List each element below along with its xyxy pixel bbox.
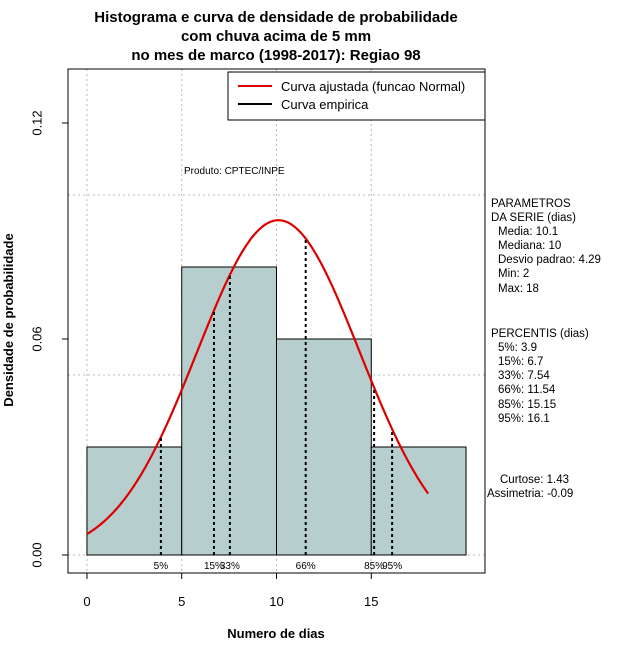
chart-title-line-1: Histograma e curva de densidade de proba…	[94, 9, 457, 26]
params-header-line-2: DA SERIE (dias)	[491, 212, 576, 224]
curtose-label: Curtose: 1.43	[500, 474, 569, 486]
chart-title-line-2: com chuva acima de 5 mm	[181, 28, 371, 45]
axis-ticks: 0 5 10 15 0.00 0.06 0.12	[29, 110, 378, 609]
histogram-bar	[370, 446, 467, 556]
plot-frame	[67, 68, 486, 574]
percentile-label: 95%	[382, 561, 402, 572]
percentil-5: 5%: 3.9	[498, 342, 537, 354]
product-label: Produto: CPTEC/INPE	[184, 166, 285, 177]
x-tick-label: 15	[364, 594, 378, 609]
y-tick-label: 0.00	[29, 542, 44, 567]
percentile-label: 15%	[204, 561, 224, 572]
percentil-33: 33%: 7.54	[498, 370, 550, 382]
param-max: Max: 18	[498, 283, 539, 295]
percentile-label: 85%	[364, 561, 384, 572]
percentil-95: 95%: 16.1	[498, 413, 550, 425]
histogram-bar	[276, 338, 372, 556]
x-axis-title: Numero de dias	[227, 626, 325, 641]
param-min: Min: 2	[498, 268, 529, 280]
percentis-header: PERCENTIS (dias)	[491, 328, 589, 340]
percentile-label: 33%	[220, 561, 240, 572]
x-tick-label: 5	[178, 594, 185, 609]
params-header-line-1: PARAMETROS	[491, 198, 571, 210]
x-tick-label: 0	[83, 594, 90, 609]
percentile-label: 5%	[154, 561, 169, 572]
legend-label-normal: Curva ajustada (funcao Normal)	[281, 79, 465, 94]
chart-title-line-3: no mes de marco (1998-2017): Regiao 98	[131, 47, 420, 64]
param-mediana: Mediana: 10	[498, 240, 561, 252]
normal-curve	[86, 219, 430, 535]
y-axis-title: Densidade de probabilidade	[1, 233, 16, 406]
param-media: Media: 10.1	[498, 226, 558, 238]
percentile-label: 66%	[296, 561, 316, 572]
legend: Curva ajustada (funcao Normal) Curva emp…	[227, 71, 486, 121]
assimetria-label: Assimetria: -0.09	[487, 488, 573, 500]
histogram-bars	[86, 266, 467, 556]
percentil-66: 66%: 11.54	[498, 384, 556, 396]
percentile-lines: 5% 15%33% 66% 85%95%	[154, 238, 402, 572]
legend-box	[227, 71, 486, 121]
x-tick-label: 10	[269, 594, 283, 609]
param-desvio: Desvio padrao: 4.29	[498, 254, 601, 266]
legend-label-empirical: Curva empirica	[281, 97, 369, 112]
percentil-15: 15%: 6.7	[498, 356, 543, 368]
normal-curve-layer	[86, 219, 430, 535]
y-tick-label: 0.12	[29, 110, 44, 135]
percentil-85: 85%: 15.15	[498, 399, 556, 411]
histogram-bar	[86, 446, 183, 556]
side-panel: PARAMETROS DA SERIE (dias) Media: 10.1 M…	[487, 198, 601, 500]
y-tick-label: 0.06	[29, 326, 44, 351]
